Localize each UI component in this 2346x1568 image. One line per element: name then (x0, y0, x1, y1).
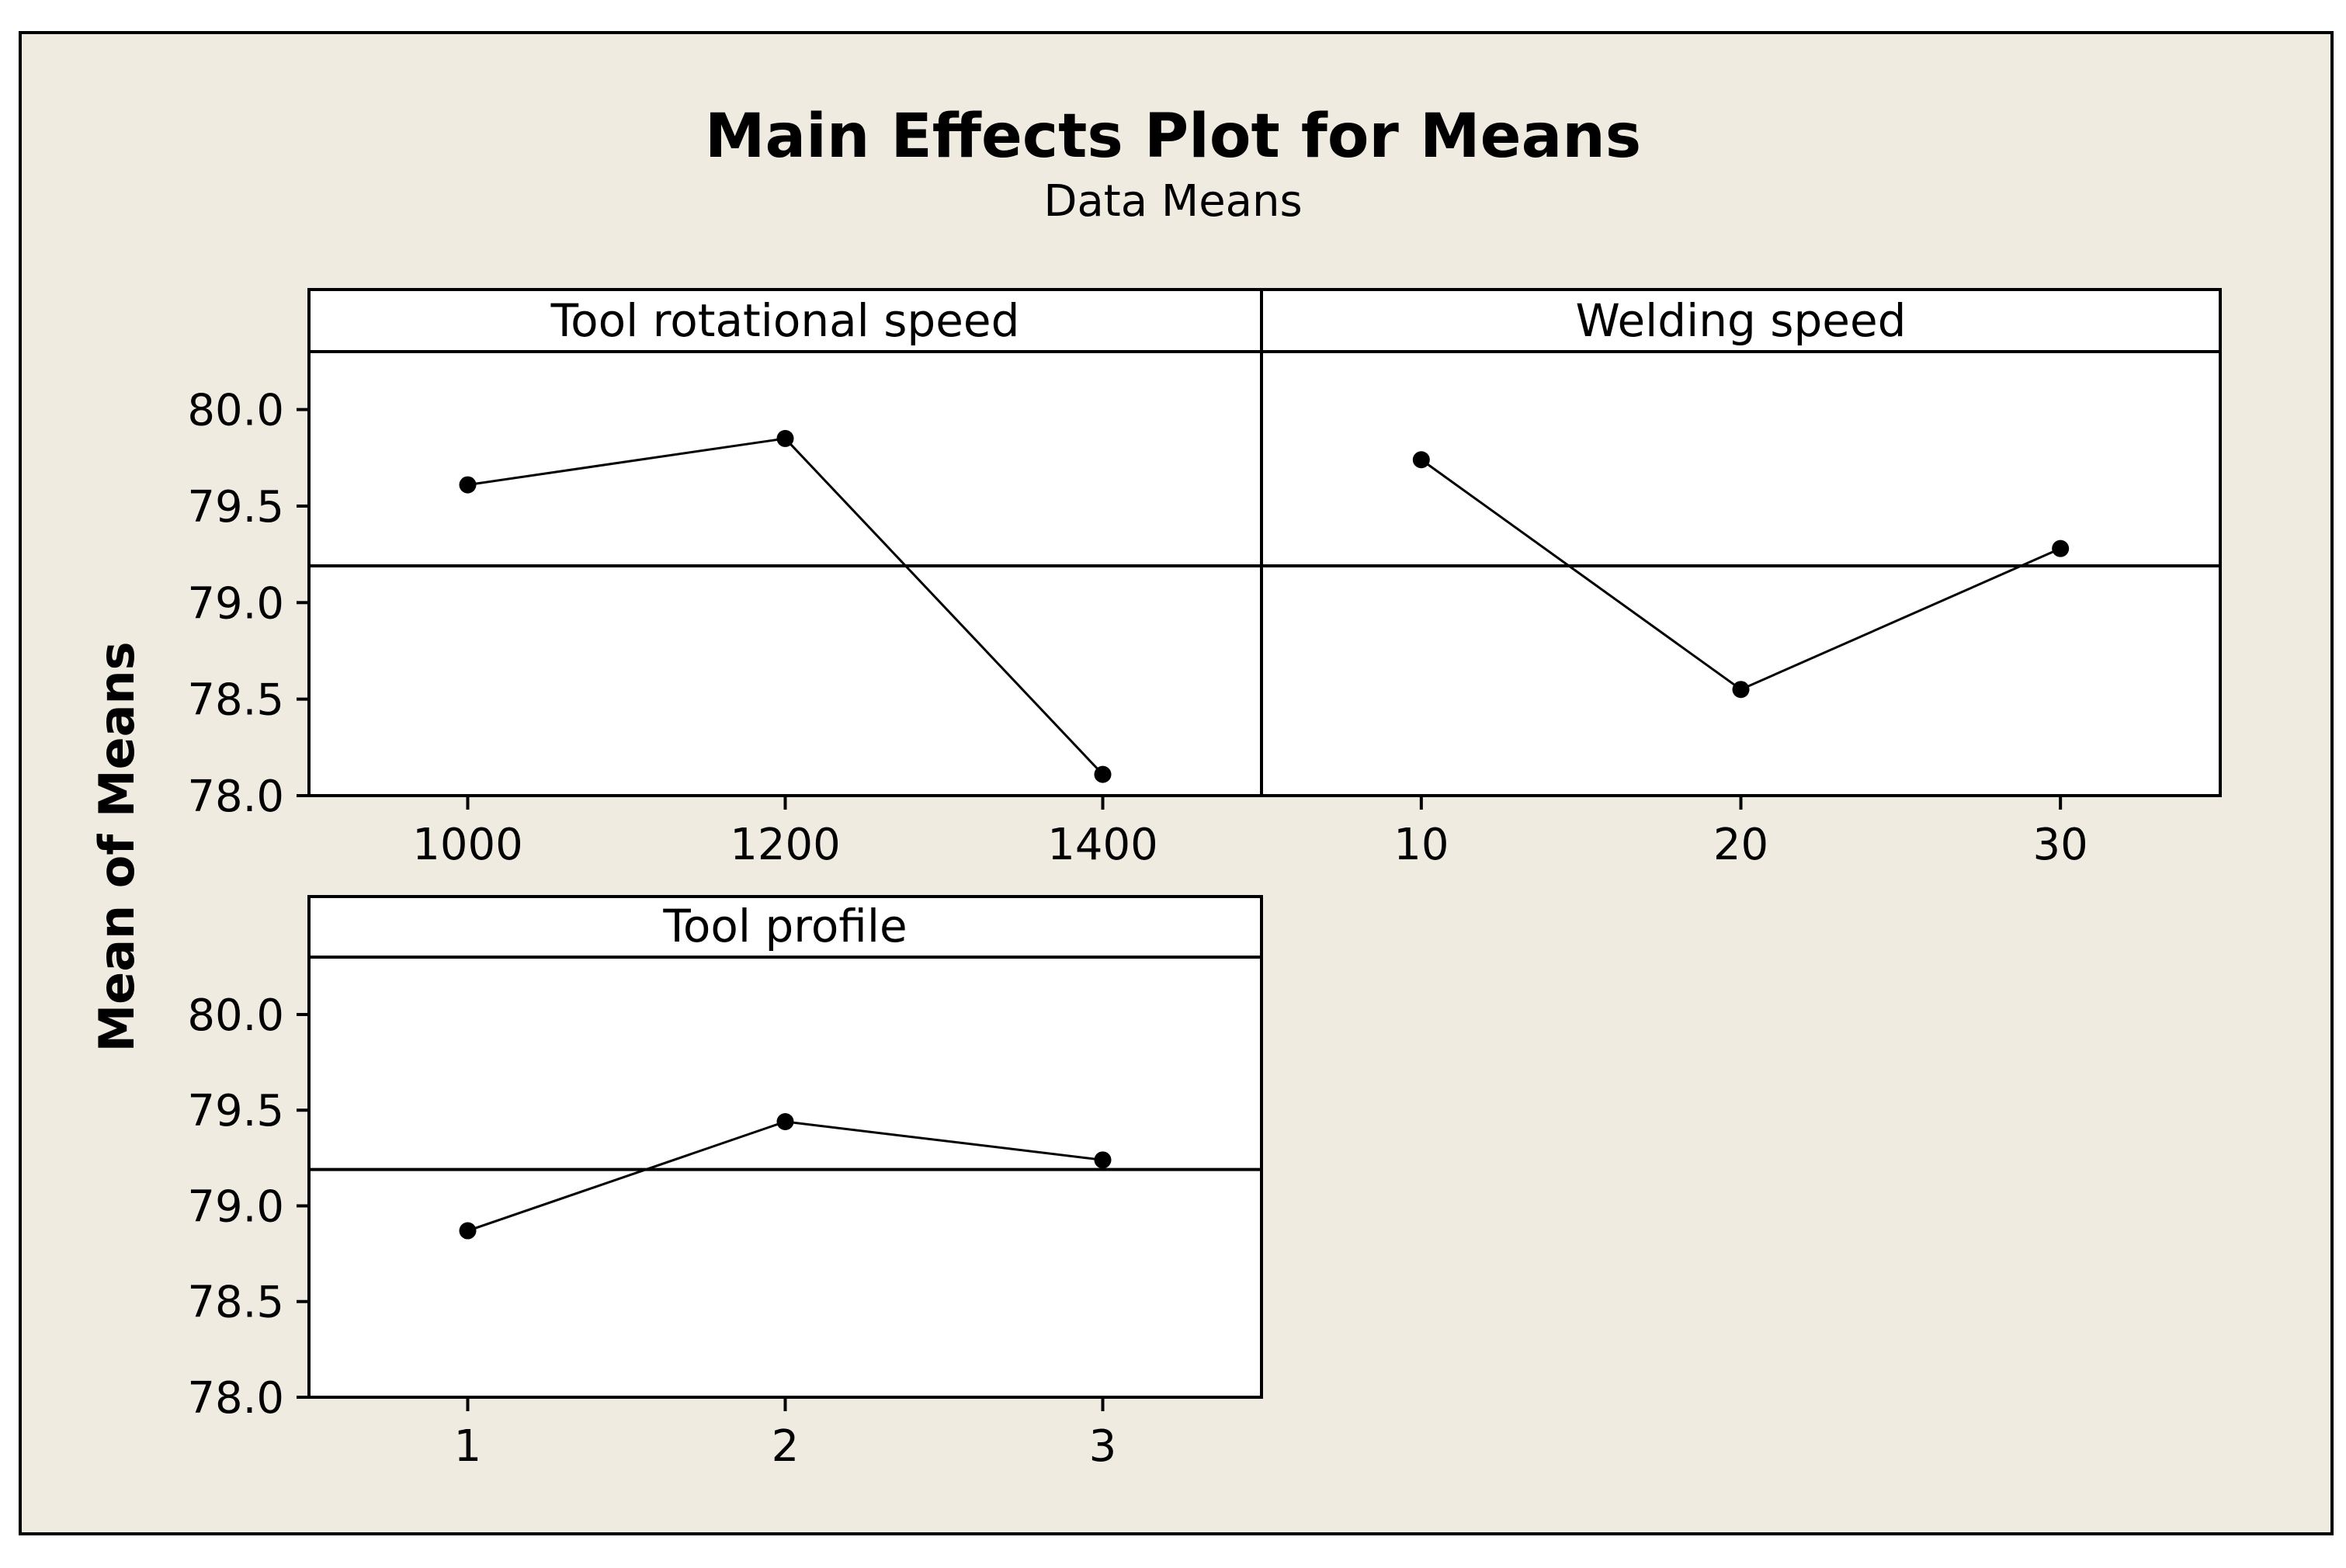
y-tick-label: 78.0 (187, 1373, 284, 1424)
chart-title: Main Effects Plot for Means (705, 102, 1641, 172)
y-tick-label: 78.5 (187, 675, 284, 726)
x-tick-label: 2 (772, 1421, 800, 1472)
data-point (459, 1222, 477, 1240)
x-tick-label: 1400 (1047, 820, 1158, 870)
panel-frame (1260, 288, 2222, 797)
x-tick-label: 1 (454, 1421, 482, 1472)
x-tick-label: 30 (2033, 820, 2088, 870)
panel-3: Tool profile 78.0 78.5 79.0 79.5 80.0 1 2 3 (187, 895, 1263, 1472)
panel-title: Tool profile (662, 900, 907, 952)
data-point (2052, 539, 2070, 557)
x-tick-label: 20 (1713, 820, 1768, 870)
y-tick-label: 79.5 (187, 1086, 284, 1136)
y-tick-label: 80.0 (187, 990, 284, 1041)
y-axis-label: Mean of Means (88, 641, 145, 1052)
panel-frame (307, 288, 1263, 797)
panels-layer: Tool rotational speed 78.0 78.5 79.0 79.5 80.… (187, 288, 2222, 1472)
x-tick-label: 10 (1393, 820, 1449, 870)
chart-subtitle: Data Means (1043, 176, 1302, 227)
data-point (1094, 765, 1112, 783)
panel-frame (307, 895, 1263, 1399)
data-point (1094, 1151, 1112, 1169)
y-tick-label: 79.0 (187, 1181, 284, 1232)
y-tick-label: 79.5 (187, 482, 284, 532)
data-point (776, 429, 794, 447)
panel-1: Tool rotational speed 78.0 78.5 79.0 79.5 80.… (187, 288, 1263, 870)
x-tick-label: 1000 (412, 820, 523, 870)
data-point (1412, 451, 1430, 469)
y-tick-label: 80.0 (187, 386, 284, 436)
x-tick-label: 1200 (730, 820, 841, 870)
y-tick-label: 78.0 (187, 772, 284, 822)
data-point (1732, 681, 1750, 699)
x-tick-label: 3 (1089, 1421, 1117, 1472)
panel-title: Tool rotational speed (550, 294, 1020, 347)
panel-2: Welding speed 10 20 30 (1260, 288, 2222, 870)
panel-title: Welding speed (1576, 294, 1907, 347)
data-point (459, 476, 477, 494)
data-point (776, 1113, 794, 1131)
y-tick-label: 79.0 (187, 578, 284, 629)
y-tick-label: 78.5 (187, 1278, 284, 1328)
